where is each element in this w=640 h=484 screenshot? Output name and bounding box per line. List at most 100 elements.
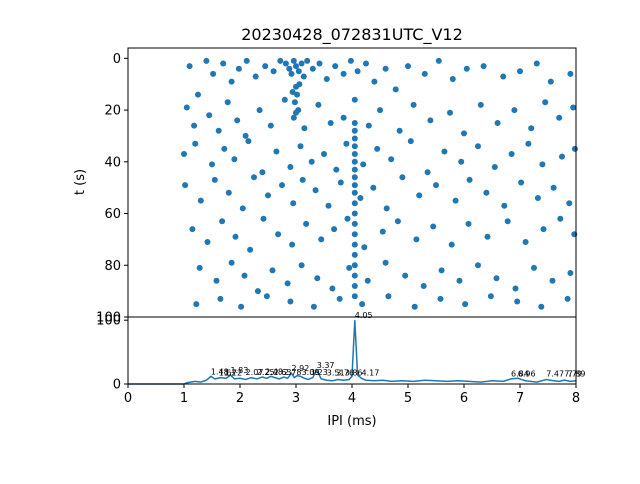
y-tick-label: 0 bbox=[113, 52, 121, 67]
raster-point bbox=[500, 73, 507, 80]
raster-point bbox=[514, 298, 521, 305]
raster-point bbox=[290, 57, 297, 64]
x-tick-label: 7 bbox=[516, 391, 524, 406]
raster-points bbox=[181, 57, 578, 310]
raster-point bbox=[493, 275, 500, 282]
raster-point bbox=[411, 303, 418, 310]
peak-label: 1.48 bbox=[211, 367, 229, 376]
raster-y-axis-label: t (s) bbox=[73, 169, 88, 195]
raster-point bbox=[284, 280, 291, 287]
raster-point bbox=[438, 267, 445, 274]
raster-point bbox=[447, 109, 453, 116]
raster-point bbox=[427, 117, 434, 124]
raster-point bbox=[340, 114, 347, 121]
raster-point bbox=[297, 143, 304, 150]
raster-point bbox=[224, 99, 231, 106]
raster-point bbox=[405, 63, 411, 70]
raster-point bbox=[466, 176, 473, 183]
raster-point bbox=[458, 158, 465, 165]
raster-point bbox=[289, 89, 296, 95]
raster-point bbox=[533, 60, 540, 67]
raster-point bbox=[262, 63, 269, 70]
raster-point bbox=[421, 70, 428, 77]
raster-point bbox=[228, 78, 235, 85]
raster-point bbox=[239, 205, 246, 212]
peak-label: 3.76 bbox=[336, 369, 354, 378]
ipi-x-axis-label: IPI (ms) bbox=[327, 414, 376, 429]
raster-point bbox=[433, 182, 439, 189]
raster-point bbox=[298, 60, 305, 67]
raster-point bbox=[351, 158, 358, 165]
raster-point bbox=[225, 189, 232, 196]
ipi-peak-labels: 4.05 3.37 2.92 1.831.481.621.72 2.072.252.48… bbox=[211, 311, 586, 378]
raster-point bbox=[570, 104, 577, 111]
raster-point bbox=[477, 101, 484, 108]
y-tick-label: 80 bbox=[104, 259, 121, 274]
peak-label: 2.07 bbox=[246, 368, 264, 377]
raster-point bbox=[197, 197, 204, 204]
raster-point bbox=[336, 295, 343, 302]
raster-point bbox=[203, 57, 210, 64]
raster-point bbox=[288, 70, 295, 77]
x-tick-label: 6 bbox=[460, 391, 468, 406]
raster-point bbox=[309, 65, 316, 72]
raster-point bbox=[364, 277, 371, 284]
raster-point bbox=[385, 293, 392, 300]
raster-point bbox=[300, 73, 307, 80]
raster-point bbox=[383, 205, 390, 212]
raster-point bbox=[351, 120, 358, 126]
raster-point bbox=[399, 174, 406, 181]
peak-label: 6.84 bbox=[511, 369, 529, 378]
raster-point bbox=[351, 231, 358, 238]
raster-point bbox=[217, 295, 224, 302]
raster-point bbox=[231, 156, 238, 163]
y-tick-label: 0 bbox=[113, 378, 121, 393]
raster-point bbox=[547, 78, 554, 85]
raster-point bbox=[540, 226, 547, 233]
raster-point bbox=[270, 68, 277, 75]
raster-point bbox=[192, 140, 199, 147]
y-tick-label: 100 bbox=[96, 314, 121, 329]
raster-point bbox=[193, 301, 200, 308]
raster-point bbox=[538, 303, 545, 310]
raster-point bbox=[420, 283, 427, 289]
raster-point bbox=[371, 78, 378, 85]
raster-point bbox=[232, 233, 239, 240]
raster-point bbox=[522, 239, 529, 245]
raster-point bbox=[528, 125, 535, 132]
x-tick-label: 2 bbox=[236, 391, 244, 406]
raster-point bbox=[456, 277, 463, 284]
x-tick-label: 8 bbox=[572, 391, 580, 406]
raster-point bbox=[325, 202, 332, 209]
raster-point bbox=[310, 303, 317, 310]
raster-point bbox=[487, 293, 494, 300]
raster-point bbox=[410, 101, 417, 108]
peak-label: 2.78 bbox=[284, 368, 302, 377]
raster-point bbox=[323, 76, 330, 82]
raster-point bbox=[286, 65, 293, 72]
peak-label: 7.89 bbox=[568, 369, 586, 378]
raster-point bbox=[303, 220, 310, 227]
peak-label: 2.25 bbox=[257, 368, 275, 377]
raster-point bbox=[351, 200, 358, 207]
raster-point bbox=[347, 57, 354, 64]
peak-label: 3.51 bbox=[327, 369, 345, 378]
raster-point bbox=[259, 169, 266, 176]
raster-point bbox=[504, 218, 511, 225]
raster-point bbox=[273, 148, 280, 155]
raster-point bbox=[277, 57, 284, 64]
raster-point bbox=[228, 259, 235, 266]
raster-point bbox=[559, 153, 565, 160]
raster-point bbox=[494, 120, 501, 126]
x-tick-label: 1 bbox=[180, 391, 188, 406]
raster-point bbox=[359, 301, 366, 308]
raster-point bbox=[318, 236, 325, 243]
raster-point bbox=[512, 285, 519, 292]
x-tick-label: 3 bbox=[292, 391, 300, 406]
raster-point bbox=[351, 127, 358, 134]
raster-point bbox=[388, 156, 395, 163]
raster-point bbox=[321, 151, 327, 157]
raster-point bbox=[534, 195, 541, 201]
raster-point bbox=[263, 293, 270, 300]
raster-point bbox=[430, 223, 437, 230]
